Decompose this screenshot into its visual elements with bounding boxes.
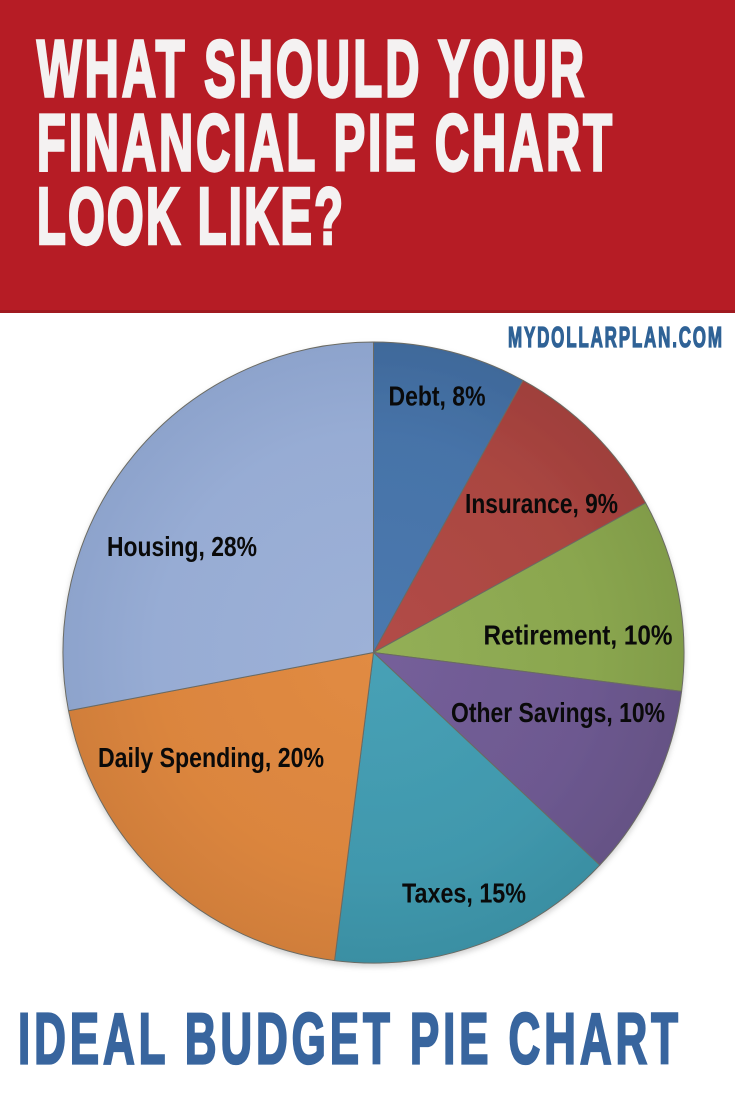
svg-text:Housing, 28%: Housing, 28% — [107, 531, 257, 562]
svg-text:Daily Spending, 20%: Daily Spending, 20% — [98, 742, 324, 773]
svg-text:Debt, 8%: Debt, 8% — [389, 381, 486, 412]
svg-text:FINANCIAL PIE CHART: FINANCIAL PIE CHART — [37, 98, 612, 187]
svg-text:WHAT SHOULD YOUR: WHAT SHOULD YOUR — [37, 24, 584, 113]
svg-text:Other Savings, 10%: Other Savings, 10% — [451, 697, 665, 728]
svg-text:Taxes, 15%: Taxes, 15% — [402, 878, 526, 909]
svg-text:Insurance, 9%: Insurance, 9% — [465, 488, 618, 519]
svg-text:IDEAL BUDGET PIE CHART: IDEAL BUDGET PIE CHART — [18, 998, 678, 1079]
svg-text:MYDOLLARPLAN.COM: MYDOLLARPLAN.COM — [508, 323, 722, 355]
svg-text:Retirement, 10%: Retirement, 10% — [484, 620, 673, 651]
svg-text:LOOK LIKE?: LOOK LIKE? — [37, 172, 343, 261]
